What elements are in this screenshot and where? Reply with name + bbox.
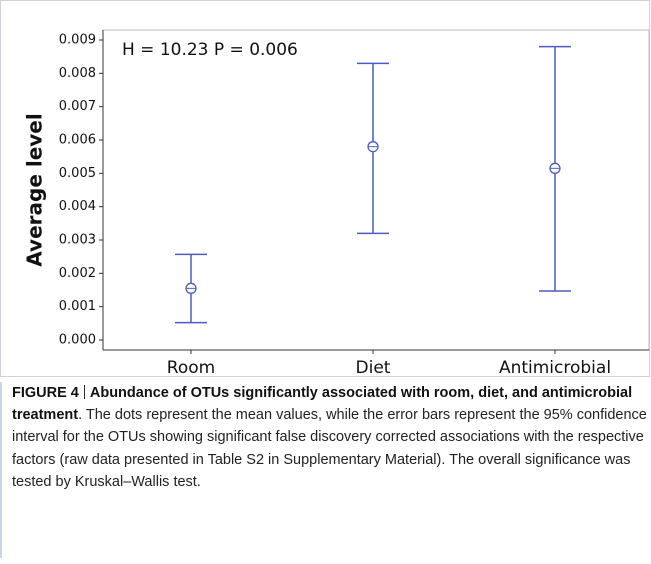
- y-tick-label: 0.007: [59, 99, 96, 114]
- y-tick-label: 0.001: [59, 299, 96, 314]
- plot-frame: [102, 29, 650, 351]
- caption-separator: [83, 385, 85, 399]
- y-tick-label: 0.002: [59, 266, 96, 281]
- x-tick-label: Diet: [356, 358, 391, 378]
- chart-frame: [0, 0, 650, 377]
- caption-label: FIGURE 4: [12, 385, 79, 401]
- x-tick-label: Room: [167, 358, 215, 378]
- caption-body: . The dots represent the mean values, wh…: [12, 407, 647, 490]
- y-tick-label: 0.005: [59, 166, 96, 181]
- caption: FIGURE 4 Abundance of OTUs significantly …: [0, 382, 648, 558]
- y-tick-label: 0.006: [59, 133, 96, 148]
- y-tick-label: 0.009: [59, 33, 96, 48]
- annotation: H = 10.23 P = 0.006: [122, 40, 298, 60]
- x-tick-label: Antimicrobial: [499, 358, 611, 378]
- y-tick-label: 0.008: [59, 66, 96, 81]
- y-axis-label: Average level: [23, 113, 47, 266]
- y-tick-label: 0.000: [59, 333, 96, 348]
- caption-title: Abundance of OTUs significantly associat…: [12, 385, 633, 424]
- chart: H = 10.23 P = 0.006 Average level 0.000 0…: [0, 0, 650, 378]
- y-tick-label: 0.004: [59, 199, 96, 214]
- y-tick-label: 0.003: [59, 233, 96, 248]
